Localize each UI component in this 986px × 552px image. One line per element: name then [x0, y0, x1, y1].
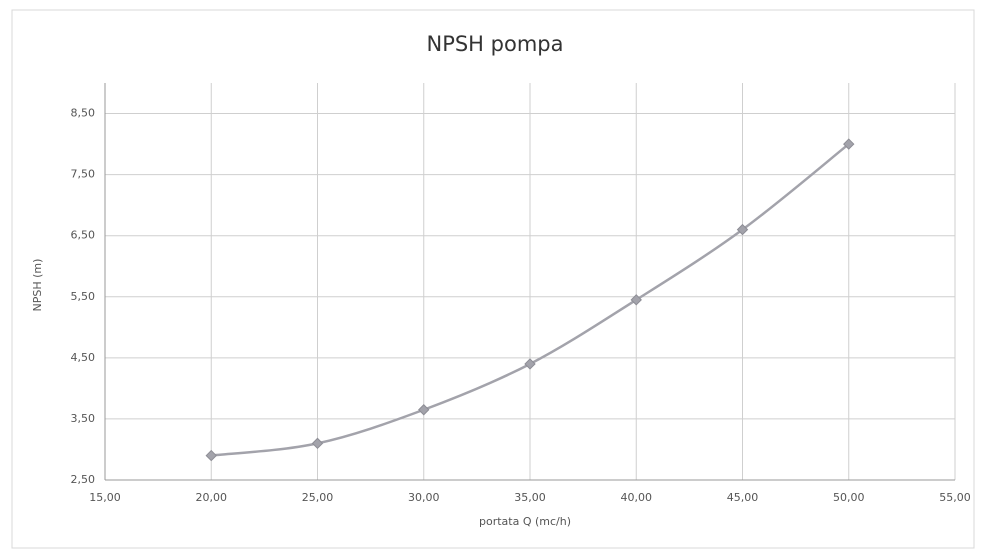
y-tick-label: 8,50 [71, 107, 96, 120]
point [630, 294, 642, 306]
x-tick-label: 45,00 [727, 491, 759, 504]
chart-title: NPSH pompa [426, 32, 563, 56]
x-tick-label: 25,00 [302, 491, 334, 504]
x-tick-label: 50,00 [833, 491, 865, 504]
point [311, 437, 324, 450]
chart-border [11, 9, 975, 549]
x-tick-label: 15,00 [89, 491, 121, 504]
x-tick-label: 35,00 [514, 491, 546, 504]
y-axis-label: NPSH (m) [31, 259, 44, 312]
x-tick-label: 40,00 [621, 491, 653, 504]
y-tick-label: 5,50 [71, 290, 96, 303]
y-tick-label: 2,50 [71, 473, 96, 486]
point [205, 449, 217, 462]
x-tick-label: 55,00 [939, 491, 971, 504]
x-tick-label: 20,00 [196, 491, 228, 504]
y-tick-label: 4,50 [71, 351, 96, 364]
y-tick-label: 6,50 [71, 229, 96, 242]
point [418, 404, 430, 416]
point [843, 138, 855, 150]
y-tick-label: 7,50 [71, 168, 96, 181]
y-tick-label: 3,50 [71, 412, 96, 425]
x-tick-label: 30,00 [408, 491, 440, 504]
point [736, 223, 749, 236]
point [524, 358, 536, 370]
x-axis-label: portata Q (mc/h) [479, 515, 571, 528]
